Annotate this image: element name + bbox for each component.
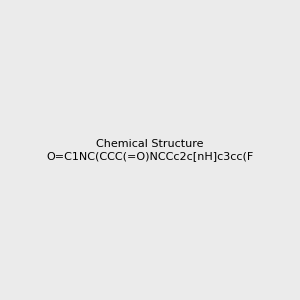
Text: Chemical Structure
O=C1NC(CCC(=O)NCCc2c[nH]c3cc(F: Chemical Structure O=C1NC(CCC(=O)NCCc2c[… <box>46 139 253 161</box>
